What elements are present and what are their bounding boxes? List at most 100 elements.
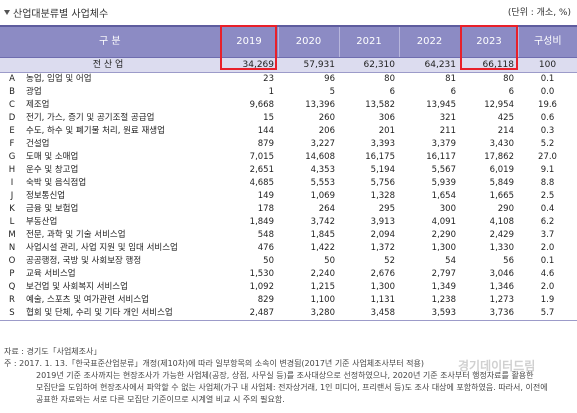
industry-name: 교육 서비스업 bbox=[26, 269, 76, 279]
year-value: 1,349 bbox=[431, 282, 456, 292]
year-value: 6 bbox=[508, 87, 514, 97]
total-share: 100 bbox=[518, 57, 577, 73]
notes: 자료 : 경기도「사업체조사」 주 : 2017. 1. 13.「한국표준산업분… bbox=[4, 346, 573, 406]
triangle-bullet-icon bbox=[4, 10, 10, 15]
industry-code: J bbox=[10, 191, 14, 201]
share-value: 0.1 bbox=[540, 74, 555, 84]
year-value: 2,651 bbox=[249, 165, 274, 175]
industry-name: 예술, 스포츠 및 여가관련 서비스업 bbox=[26, 295, 149, 305]
share-value: 1.9 bbox=[540, 295, 555, 305]
industry-name: 도매 및 소매업 bbox=[26, 152, 79, 162]
year-value: 3,736 bbox=[460, 307, 518, 321]
table-row: S 협회 및 단체, 수리 및 기타 개인 서비스업 2,487 3,280 3,458… bbox=[0, 307, 577, 321]
table-title: 산업대분류별 사업체수 bbox=[4, 5, 108, 20]
table-row: E 수도, 하수 및 폐기물 처리, 원료 재생업 144 206 201 211 214 0… bbox=[0, 125, 577, 138]
header-row: 구 분 2019 2020 2021 2022 2023 구성비 bbox=[0, 25, 577, 58]
year-value: 50 bbox=[263, 256, 274, 266]
industry-code: M bbox=[8, 230, 16, 240]
year-value: 5,849 bbox=[489, 178, 514, 188]
industry-code: K bbox=[9, 204, 15, 214]
table-row: D 전기, 가스, 증기 및 공기조절 공급업 15 260 306 321 425 0.6 bbox=[0, 112, 577, 125]
year-value: 6 bbox=[389, 87, 395, 97]
year-value: 149 bbox=[257, 191, 274, 201]
year-value: 14,608 bbox=[305, 152, 335, 162]
unit-label: (단위 : 개소, %) bbox=[507, 8, 571, 18]
year-value: 1,654 bbox=[431, 191, 456, 201]
year-value: 3,046 bbox=[489, 269, 514, 279]
industry-name: 수도, 하수 및 폐기물 처리, 원료 재생업 bbox=[26, 126, 165, 136]
year-value: 13,945 bbox=[426, 100, 456, 110]
year-value: 54 bbox=[445, 256, 456, 266]
industry-name: 제조업 bbox=[26, 100, 50, 110]
share-value: 0.0 bbox=[540, 87, 555, 97]
header-category: 구 분 bbox=[0, 25, 220, 58]
year-value: 214 bbox=[497, 126, 514, 136]
year-value: 1,346 bbox=[489, 282, 514, 292]
year-value: 3,227 bbox=[310, 139, 335, 149]
industry-code: E bbox=[9, 126, 15, 136]
year-value: 80 bbox=[503, 74, 514, 84]
total-value: 66,118 bbox=[460, 57, 518, 73]
year-value: 548 bbox=[257, 230, 274, 240]
year-value: 81 bbox=[445, 74, 456, 84]
year-value: 3,430 bbox=[489, 139, 514, 149]
share-value: 2.0 bbox=[540, 243, 555, 253]
year-value: 6 bbox=[450, 87, 456, 97]
table-row: F 건설업 879 3,227 3,393 3,379 3,430 5.2 bbox=[0, 138, 577, 151]
header-2020: 2020 bbox=[277, 25, 339, 58]
table-row: O 공공행정, 국방 및 사회보장 행정 50 50 52 54 56 0.1 bbox=[0, 255, 577, 268]
year-value: 264 bbox=[318, 204, 335, 214]
table-row: N 사업시설 관리, 사업 지원 및 임대 서비스업 476 1,422 1,372 1,… bbox=[0, 242, 577, 255]
year-value: 206 bbox=[318, 126, 335, 136]
industry-name: 금융 및 보험업 bbox=[26, 204, 79, 214]
year-value: 425 bbox=[497, 113, 514, 123]
note-line: 주 : 2017. 1. 13.「한국표준산업분류」개정(제10차)에 따라 일… bbox=[4, 359, 424, 368]
year-value: 829 bbox=[257, 295, 274, 305]
year-value: 1,069 bbox=[310, 191, 335, 201]
year-value: 4,685 bbox=[249, 178, 274, 188]
industry-name: 운수 및 창고업 bbox=[26, 165, 79, 175]
table-row: H 운수 및 창고업 2,651 4,353 5,194 5,567 6,019 9.1 bbox=[0, 164, 577, 177]
industry-code: F bbox=[9, 139, 15, 149]
year-value: 3,393 bbox=[370, 139, 395, 149]
industry-name: 전기, 가스, 증기 및 공기조절 공급업 bbox=[26, 113, 155, 123]
year-value: 2,797 bbox=[431, 269, 456, 279]
industry-name: 농업, 임업 및 어업 bbox=[26, 74, 92, 84]
year-value: 2,487 bbox=[220, 307, 278, 321]
year-value: 80 bbox=[384, 74, 395, 84]
industry-code: I bbox=[10, 178, 14, 188]
industry-name: 건설업 bbox=[26, 139, 50, 149]
share-value: 5.2 bbox=[540, 139, 555, 149]
header-2023: 2023 bbox=[459, 25, 518, 58]
year-value: 306 bbox=[378, 113, 395, 123]
share-value: 5.7 bbox=[518, 307, 577, 321]
share-value: 4.6 bbox=[540, 269, 555, 279]
note-line: 공표한 자료와는 서로 다른 모집단 기준이므로 시계열 비교 시 주의 필요함… bbox=[36, 395, 285, 404]
header-share: 구성비 bbox=[517, 25, 577, 58]
header-2022: 2022 bbox=[398, 25, 460, 58]
year-value: 4,108 bbox=[489, 217, 514, 227]
share-value: 0.1 bbox=[540, 256, 555, 266]
industry-name: 숙박 및 음식점업 bbox=[26, 178, 87, 188]
year-value: 13,582 bbox=[365, 100, 395, 110]
table-row: M 전문, 과학 및 기술 서비스업 548 1,845 2,094 2,290 2,429… bbox=[0, 229, 577, 242]
year-value: 178 bbox=[257, 204, 274, 214]
industry-code: P bbox=[9, 269, 15, 279]
total-value: 34,269 bbox=[220, 57, 278, 73]
industry-code: A bbox=[9, 74, 15, 84]
year-value: 52 bbox=[384, 256, 395, 266]
industry-name: 전문, 과학 및 기술 서비스업 bbox=[26, 230, 126, 240]
industry-name: 협회 및 단체, 수리 및 기타 개인 서비스업 bbox=[24, 307, 220, 321]
year-value: 321 bbox=[439, 113, 456, 123]
industry-code: D bbox=[8, 113, 16, 123]
industry-code: H bbox=[8, 165, 16, 175]
year-value: 1,300 bbox=[431, 243, 456, 253]
share-value: 0.6 bbox=[540, 113, 555, 123]
year-value: 23 bbox=[263, 74, 274, 84]
year-value: 17,862 bbox=[484, 152, 514, 162]
table-row: P 교육 서비스업 1,530 2,240 2,676 2,797 3,046 4.6 bbox=[0, 268, 577, 281]
source-note: 자료 : 경기도「사업체조사」 bbox=[4, 347, 102, 356]
share-value: 6.2 bbox=[540, 217, 555, 227]
industry-name: 보건업 및 사회복지 서비스업 bbox=[26, 282, 128, 292]
industry-name: 정보통신업 bbox=[26, 191, 66, 201]
